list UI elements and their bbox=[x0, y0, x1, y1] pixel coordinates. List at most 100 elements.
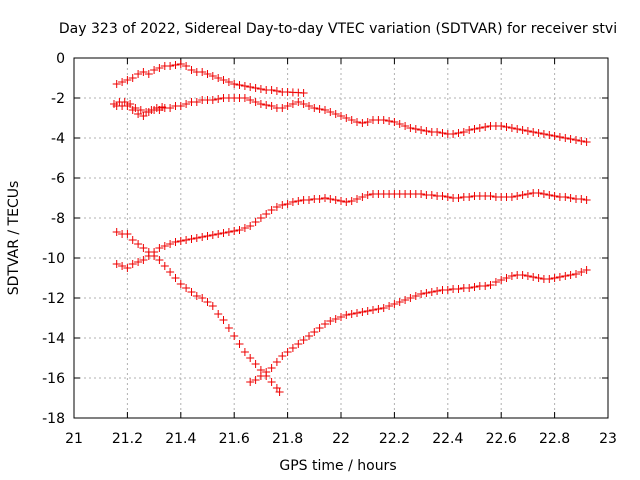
data-point bbox=[246, 222, 255, 230]
data-point bbox=[192, 98, 201, 106]
x-tick-label: 22.6 bbox=[486, 431, 517, 447]
data-point bbox=[134, 240, 143, 248]
y-tick-label: -2 bbox=[51, 91, 65, 107]
data-point bbox=[139, 244, 148, 252]
data-point bbox=[513, 192, 522, 200]
data-point bbox=[128, 74, 137, 82]
data-point bbox=[390, 300, 399, 308]
data-point bbox=[262, 101, 271, 109]
data-point bbox=[507, 193, 516, 201]
data-point bbox=[256, 85, 265, 93]
data-point bbox=[182, 236, 191, 244]
data-point bbox=[176, 280, 185, 288]
data-point bbox=[534, 189, 543, 197]
data-point bbox=[278, 201, 287, 209]
data-point bbox=[310, 104, 319, 112]
series-satellite-d bbox=[112, 189, 591, 272]
y-tick-label: -8 bbox=[51, 211, 65, 227]
data-point bbox=[235, 226, 244, 234]
data-point bbox=[171, 238, 180, 246]
data-point bbox=[230, 332, 239, 340]
data-point bbox=[555, 273, 564, 281]
x-tick-label: 21.6 bbox=[219, 431, 250, 447]
data-point bbox=[278, 352, 287, 360]
data-point bbox=[417, 190, 426, 198]
data-point bbox=[395, 298, 404, 306]
data-point bbox=[577, 268, 586, 276]
data-point bbox=[475, 124, 484, 132]
x-tick-label: 22.8 bbox=[539, 431, 570, 447]
data-point bbox=[326, 108, 335, 116]
data-point bbox=[160, 262, 169, 270]
data-point bbox=[267, 378, 276, 386]
data-point bbox=[401, 122, 410, 130]
y-tick-label: -12 bbox=[42, 291, 65, 307]
data-point bbox=[147, 106, 156, 114]
data-point bbox=[136, 106, 145, 114]
data-point bbox=[353, 118, 361, 126]
data-point bbox=[118, 262, 127, 270]
data-point bbox=[139, 68, 148, 76]
data-point bbox=[353, 195, 361, 203]
data-point bbox=[288, 344, 297, 352]
data-point bbox=[385, 302, 394, 310]
data-point bbox=[342, 114, 351, 122]
data-point bbox=[278, 104, 287, 112]
data-point bbox=[166, 104, 175, 112]
data-point bbox=[240, 348, 249, 356]
y-tick-label: -10 bbox=[42, 251, 65, 267]
data-point bbox=[246, 83, 255, 91]
data-point bbox=[379, 304, 388, 312]
data-point bbox=[203, 298, 212, 306]
data-point bbox=[427, 191, 436, 199]
data-point bbox=[110, 100, 118, 108]
data-point bbox=[577, 137, 586, 145]
data-point bbox=[155, 256, 164, 264]
data-point bbox=[406, 294, 415, 302]
data-point bbox=[390, 118, 399, 126]
data-point bbox=[123, 230, 132, 238]
data-point bbox=[497, 122, 506, 130]
data-point bbox=[337, 313, 345, 321]
data-point bbox=[267, 102, 276, 110]
data-point bbox=[443, 193, 452, 201]
data-point bbox=[582, 138, 591, 146]
data-point bbox=[347, 116, 356, 124]
data-point bbox=[240, 82, 249, 90]
data-point bbox=[331, 315, 340, 323]
data-point bbox=[171, 61, 180, 69]
data-point bbox=[203, 232, 212, 240]
data-point bbox=[176, 237, 185, 245]
data-point bbox=[112, 80, 121, 88]
data-point bbox=[427, 288, 436, 296]
data-point bbox=[550, 274, 559, 282]
data-point bbox=[158, 103, 167, 111]
data-point bbox=[486, 281, 495, 289]
data-point bbox=[198, 233, 207, 241]
data-point bbox=[299, 336, 308, 344]
data-point bbox=[566, 271, 575, 279]
y-tick-label: -16 bbox=[42, 371, 65, 387]
data-point bbox=[118, 78, 127, 86]
data-point bbox=[497, 276, 506, 284]
data-point bbox=[251, 84, 260, 92]
data-point bbox=[256, 100, 265, 108]
data-point bbox=[246, 354, 255, 362]
data-point bbox=[155, 64, 164, 72]
data-point bbox=[272, 358, 281, 366]
data-point bbox=[577, 195, 586, 203]
data-point bbox=[331, 110, 340, 118]
x-tick-label: 22.2 bbox=[379, 431, 410, 447]
data-point bbox=[449, 130, 458, 138]
data-point bbox=[465, 126, 474, 134]
data-point bbox=[321, 320, 329, 328]
data-point bbox=[507, 272, 516, 280]
data-point bbox=[230, 227, 239, 235]
data-point bbox=[305, 102, 313, 110]
data-point bbox=[358, 193, 367, 201]
data-point bbox=[438, 129, 447, 137]
data-point bbox=[182, 100, 191, 108]
y-tick-label: -18 bbox=[42, 411, 65, 427]
data-point bbox=[131, 104, 140, 112]
data-point bbox=[299, 89, 308, 97]
